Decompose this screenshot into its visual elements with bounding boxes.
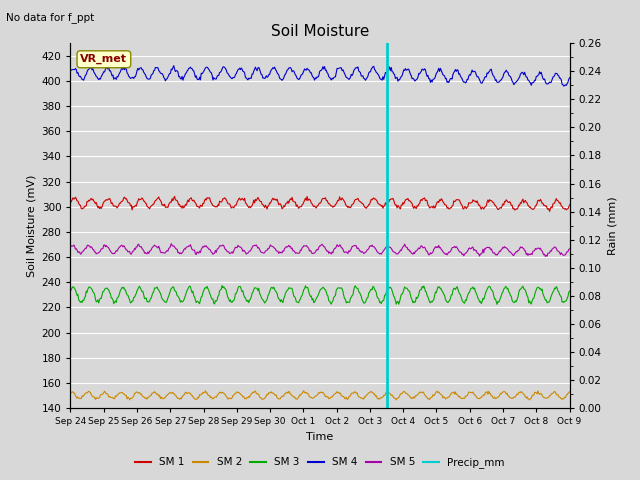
Title: Soil Moisture: Soil Moisture — [271, 24, 369, 39]
Legend: SM 1, SM 2, SM 3, SM 4, SM 5, Precip_mm: SM 1, SM 2, SM 3, SM 4, SM 5, Precip_mm — [131, 453, 509, 472]
Y-axis label: Rain (mm): Rain (mm) — [607, 196, 618, 255]
Text: VR_met: VR_met — [81, 54, 127, 64]
X-axis label: Time: Time — [307, 432, 333, 442]
Text: No data for f_ppt: No data for f_ppt — [6, 12, 95, 23]
Y-axis label: Soil Moisture (mV): Soil Moisture (mV) — [26, 174, 36, 277]
